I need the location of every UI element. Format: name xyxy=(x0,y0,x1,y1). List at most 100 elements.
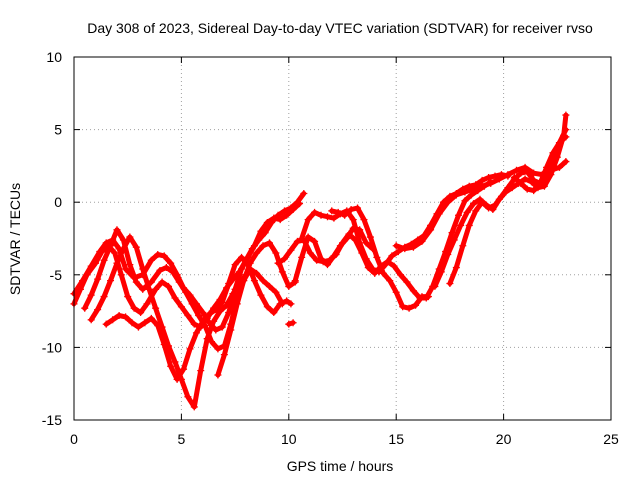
data-point-marker xyxy=(141,319,149,327)
data-point-marker xyxy=(562,158,570,166)
data-point-marker xyxy=(450,236,458,244)
data-point-marker xyxy=(265,239,273,247)
x-tick-label: 25 xyxy=(603,431,619,447)
y-tick-label: -5 xyxy=(50,267,63,283)
data-point-marker xyxy=(366,233,374,241)
data-point-marker xyxy=(405,304,413,312)
data-point-marker xyxy=(427,226,435,234)
data-point-marker xyxy=(283,297,291,305)
data-point-marker xyxy=(444,198,452,206)
axis-ticks: 0 5 10 15 20 25 -15 -10 -5 0 5 10 xyxy=(42,49,619,447)
data-point-marker xyxy=(293,237,301,245)
x-tick-label: 0 xyxy=(70,431,78,447)
data-point-marker xyxy=(223,301,231,309)
data-point-marker xyxy=(227,326,235,334)
satellite-track-7 xyxy=(285,319,297,328)
y-tick-label: -10 xyxy=(42,339,62,355)
data-point-marker xyxy=(81,304,89,312)
data-point-marker xyxy=(304,216,312,224)
data-point-marker xyxy=(306,249,314,257)
plot-frame xyxy=(73,56,612,421)
data-point-marker xyxy=(160,252,168,260)
data-point-marker xyxy=(253,249,261,257)
data-point-marker xyxy=(263,219,271,227)
data-point-marker xyxy=(304,233,312,241)
data-point-marker xyxy=(418,237,426,245)
satellite-track-4 xyxy=(87,233,250,411)
series-layer xyxy=(70,111,570,411)
data-point-marker xyxy=(263,303,271,311)
data-point-marker xyxy=(472,207,480,215)
data-point-marker xyxy=(485,204,493,212)
data-point-marker xyxy=(276,300,284,308)
data-point-marker xyxy=(334,208,342,216)
data-point-marker xyxy=(259,277,267,285)
series-trace xyxy=(329,205,431,311)
satellite-track-14 xyxy=(446,126,570,288)
data-point-marker xyxy=(167,362,175,370)
data-point-marker xyxy=(437,268,445,276)
data-point-marker xyxy=(317,211,325,219)
data-point-marker xyxy=(197,367,205,375)
grid-lines xyxy=(74,57,611,420)
data-point-marker xyxy=(431,282,439,290)
data-point-marker xyxy=(317,255,325,263)
data-point-marker xyxy=(412,301,420,309)
data-point-marker xyxy=(126,233,134,241)
data-point-marker xyxy=(87,262,95,270)
y-tick-label: 0 xyxy=(54,194,62,210)
data-point-marker xyxy=(330,252,338,260)
data-point-marker xyxy=(203,335,211,343)
data-point-marker xyxy=(446,280,454,288)
data-point-marker xyxy=(162,264,170,272)
data-point-marker xyxy=(158,278,166,286)
data-point-marker xyxy=(448,229,456,237)
data-point-marker xyxy=(549,149,557,157)
data-point-marker xyxy=(165,282,173,290)
data-point-marker xyxy=(265,282,273,290)
data-point-marker xyxy=(452,191,460,199)
data-point-marker xyxy=(523,168,531,176)
data-point-marker xyxy=(379,269,387,277)
data-point-marker xyxy=(512,166,520,174)
data-point-marker xyxy=(285,282,293,290)
data-point-marker xyxy=(122,265,130,273)
data-point-marker xyxy=(111,249,119,257)
data-point-marker xyxy=(555,163,563,171)
data-point-marker xyxy=(457,221,465,229)
data-point-marker xyxy=(109,316,117,324)
x-tick-label: 20 xyxy=(496,431,512,447)
data-point-marker xyxy=(296,200,304,208)
chart-title: Day 308 of 2023, Sidereal Day-to-day VTE… xyxy=(87,20,593,36)
data-point-marker xyxy=(517,179,525,187)
data-point-marker xyxy=(102,320,110,328)
data-point-marker xyxy=(454,211,462,219)
data-point-marker xyxy=(180,365,188,373)
data-point-marker xyxy=(523,185,531,193)
data-point-marker xyxy=(152,304,160,312)
data-point-marker xyxy=(510,174,518,182)
data-point-marker xyxy=(381,261,389,269)
data-point-marker xyxy=(195,311,203,319)
satellite-track-15 xyxy=(510,133,570,195)
data-point-marker xyxy=(182,288,190,296)
data-point-marker xyxy=(244,253,252,261)
data-point-marker xyxy=(137,309,145,317)
data-point-marker xyxy=(272,288,280,296)
data-point-marker xyxy=(461,188,469,196)
data-point-marker xyxy=(225,309,233,317)
data-point-marker xyxy=(287,300,295,308)
data-point-marker xyxy=(259,242,267,250)
series-trace xyxy=(71,191,307,330)
data-point-marker xyxy=(94,275,102,283)
data-point-marker xyxy=(87,291,95,299)
data-point-marker xyxy=(214,345,222,353)
data-point-marker xyxy=(212,326,220,334)
data-point-marker xyxy=(461,197,469,205)
data-point-marker xyxy=(210,317,218,325)
data-point-marker xyxy=(184,311,192,319)
data-point-marker xyxy=(311,208,319,216)
data-point-marker xyxy=(347,205,355,213)
data-point-marker xyxy=(132,243,140,251)
data-point-marker xyxy=(463,208,471,216)
